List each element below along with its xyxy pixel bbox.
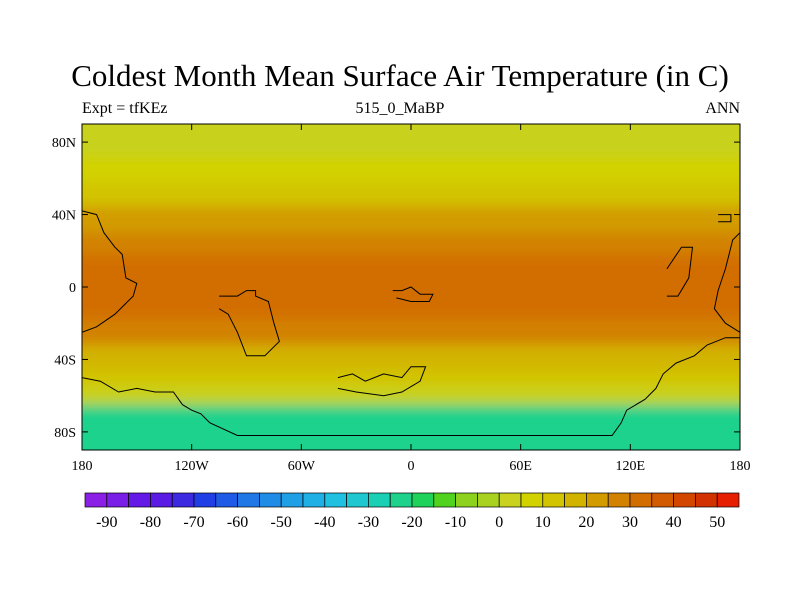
temperature-band (82, 254, 740, 322)
temperature-band (82, 319, 740, 347)
colorbar-label: -10 (445, 514, 466, 531)
temperature-band (82, 205, 740, 235)
temperature-band (82, 368, 740, 389)
temperature-band (82, 232, 740, 257)
coastline (392, 286, 434, 302)
season-label: ANN (705, 100, 740, 117)
colorbar-swatch (455, 492, 478, 508)
temperature-band (82, 386, 740, 407)
colorbar-label: 0 (495, 514, 503, 531)
colorbar-swatch (106, 492, 129, 508)
colorbar-swatch (411, 492, 435, 508)
colorbar-swatch (237, 492, 260, 508)
colorbar-swatch (259, 492, 282, 508)
y-tick-label: 80N (52, 136, 76, 151)
coastline (218, 290, 280, 357)
y-tick-label: 0 (69, 281, 76, 296)
colorbar-swatch (433, 492, 456, 508)
colorbar-swatch (280, 492, 304, 508)
colorbar-label: 30 (622, 514, 638, 531)
colorbar-label: -30 (358, 514, 379, 531)
colorbar-swatch (324, 492, 347, 508)
colorbar-swatch (128, 492, 151, 508)
colorbar-swatch (368, 492, 391, 508)
experiment-label: Expt = tfKEz (82, 100, 168, 117)
temperature-field (82, 124, 740, 450)
colorbar-swatch (586, 492, 609, 508)
temperature-band (82, 156, 740, 184)
coastline (82, 210, 138, 333)
colorbar-label: -60 (227, 514, 248, 531)
colorbar-label: 10 (535, 514, 551, 531)
x-tick-label: 60E (509, 459, 532, 474)
colorbar-swatch (150, 492, 173, 508)
coastlines (82, 210, 740, 436)
coastline (718, 214, 732, 223)
colorbar-swatch (673, 492, 696, 508)
coastline (666, 246, 694, 297)
colorbar-label: 20 (578, 514, 594, 531)
colorbar-swatch (542, 492, 565, 508)
x-tick-label: 0 (408, 459, 415, 474)
colorbar: -90 -80 -70 -60 -50 -40 -30 -20 -10 0 10 20 30 40 50 (84, 492, 740, 531)
temperature-band (82, 404, 740, 450)
colorbar-swatch (695, 492, 718, 508)
colorbar-swatch (302, 492, 326, 508)
colorbar-label: 50 (709, 514, 725, 531)
coastline (337, 366, 427, 397)
time-period-label: 515_0_MaBP (355, 100, 445, 117)
colorbar-swatch (520, 492, 544, 508)
y-tick-label: 40N (52, 209, 76, 224)
colorbar-swatch (607, 492, 631, 508)
colorbar-swatch (477, 492, 500, 508)
chart-title: Coldest Month Mean Surface Air Temperatu… (71, 58, 729, 93)
colorbar-swatch (171, 492, 195, 508)
coastline (713, 232, 740, 333)
x-tick-label: 120W (175, 459, 210, 474)
x-tick-label: 120E (616, 459, 646, 474)
x-tick-label: 180 (72, 459, 93, 474)
y-axis: 80N 40N 0 40S 80S (52, 136, 740, 441)
colorbar-swatch (564, 492, 587, 508)
temperature-band (82, 181, 740, 208)
colorbar-label: -90 (96, 514, 117, 531)
colorbar-label: 40 (666, 514, 682, 531)
colorbar-swatch (193, 492, 217, 508)
temperature-band (82, 124, 740, 159)
colorbar-swatch (651, 492, 674, 508)
colorbar-swatch (389, 492, 413, 508)
y-tick-label: 80S (54, 426, 76, 441)
colorbar-swatch (498, 492, 522, 508)
colorbar-label: -50 (271, 514, 292, 531)
colorbar-swatch (629, 492, 653, 508)
x-axis: 180 120W 60W 0 60E 120E 180 (72, 124, 751, 474)
coastline (82, 337, 740, 436)
colorbar-label: -20 (401, 514, 422, 531)
temperature-bands (82, 124, 740, 450)
colorbar-label: -80 (140, 514, 161, 531)
colorbar-label: -70 (183, 514, 204, 531)
x-tick-label: 60W (288, 459, 316, 474)
colorbar-swatch (215, 492, 238, 508)
x-tick-label: 180 (730, 459, 751, 474)
colorbar-swatch (84, 492, 108, 508)
colorbar-swatch (716, 492, 740, 508)
colorbar-swatch (346, 492, 369, 508)
colorbar-label: -40 (314, 514, 335, 531)
y-tick-label: 40S (54, 353, 76, 368)
